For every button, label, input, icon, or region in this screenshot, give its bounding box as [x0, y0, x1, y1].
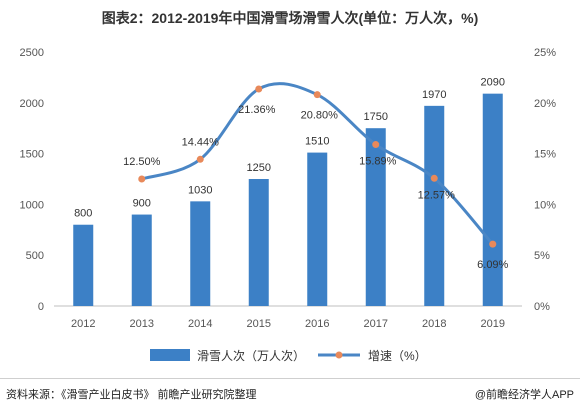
growth-value-label: 21.36% — [238, 104, 276, 116]
bar-value-label: 800 — [74, 208, 92, 220]
bar — [482, 93, 503, 306]
growth-marker — [372, 141, 380, 149]
legend-line-marker — [335, 351, 343, 359]
bar-value-label: 1970 — [422, 89, 446, 101]
bar-value-label: 1030 — [188, 184, 212, 196]
bar — [365, 128, 386, 306]
growth-marker — [430, 174, 438, 182]
y-right-tick-label: 10% — [534, 199, 556, 211]
x-tick-label: 2019 — [481, 318, 505, 330]
y-left-tick-label: 1000 — [20, 199, 44, 211]
bar — [424, 105, 445, 307]
y-right-tick-label: 25% — [534, 47, 556, 59]
x-tick-label: 2013 — [130, 318, 154, 330]
y-left-tick-label: 2500 — [20, 47, 44, 59]
x-tick-label: 2017 — [364, 318, 388, 330]
y-left-tick-label: 1500 — [20, 149, 44, 161]
growth-marker — [138, 175, 146, 183]
growth-marker — [313, 91, 321, 99]
footer-divider — [0, 378, 580, 379]
y-left-tick-label: 0 — [38, 301, 44, 313]
growth-value-label: 20.80% — [301, 110, 339, 122]
bar — [190, 201, 211, 306]
x-tick-label: 2014 — [188, 318, 212, 330]
bar-value-label: 900 — [133, 198, 151, 210]
growth-value-label: 14.44% — [182, 136, 220, 148]
combo-chart: 0 500 1000 1500 2000 2500 0% 5% 10% 15% 20% 25% 2012… — [20, 47, 557, 363]
growth-value-label: 6.09% — [477, 259, 508, 271]
y-left-tick-label: 2000 — [20, 98, 44, 110]
growth-value-label: 15.89% — [359, 156, 397, 168]
growth-marker — [489, 240, 497, 248]
credit-note: @前瞻经济学人APP — [474, 389, 574, 401]
bar-value-label: 1750 — [364, 111, 388, 123]
bar — [131, 214, 152, 306]
growth-value-label: 12.50% — [123, 156, 161, 168]
bar — [307, 152, 328, 306]
x-tick-label: 2018 — [422, 318, 446, 330]
legend-bar-swatch — [150, 349, 190, 361]
bar-value-label: 1250 — [247, 162, 271, 174]
chart-title: 图表2：2012-2019年中国滑雪场滑雪人次(单位：万人次，%) — [101, 10, 479, 26]
legend-line-label: 增速（%） — [368, 349, 427, 363]
bar-value-label: 1510 — [305, 136, 329, 148]
y-left-tick-label: 500 — [26, 250, 44, 262]
y-right-tick-label: 5% — [534, 250, 550, 262]
legend-bar-label: 滑雪人次（万人次） — [197, 349, 305, 363]
y-right-tick-label: 20% — [534, 98, 556, 110]
y-right-tick-label: 0% — [534, 301, 550, 313]
bar — [248, 179, 269, 306]
source-note: 资料来源：《滑雪产业白皮书》 前瞻产业研究院整理 — [6, 389, 257, 401]
x-tick-label: 2016 — [305, 318, 329, 330]
y-right-tick-label: 15% — [534, 149, 556, 161]
bar — [73, 224, 94, 306]
growth-value-label: 12.57% — [418, 189, 456, 201]
x-tick-label: 2015 — [247, 318, 271, 330]
x-tick-label: 2012 — [71, 318, 95, 330]
bar-value-label: 2090 — [481, 77, 505, 89]
growth-marker — [196, 155, 204, 163]
growth-marker — [255, 85, 263, 93]
